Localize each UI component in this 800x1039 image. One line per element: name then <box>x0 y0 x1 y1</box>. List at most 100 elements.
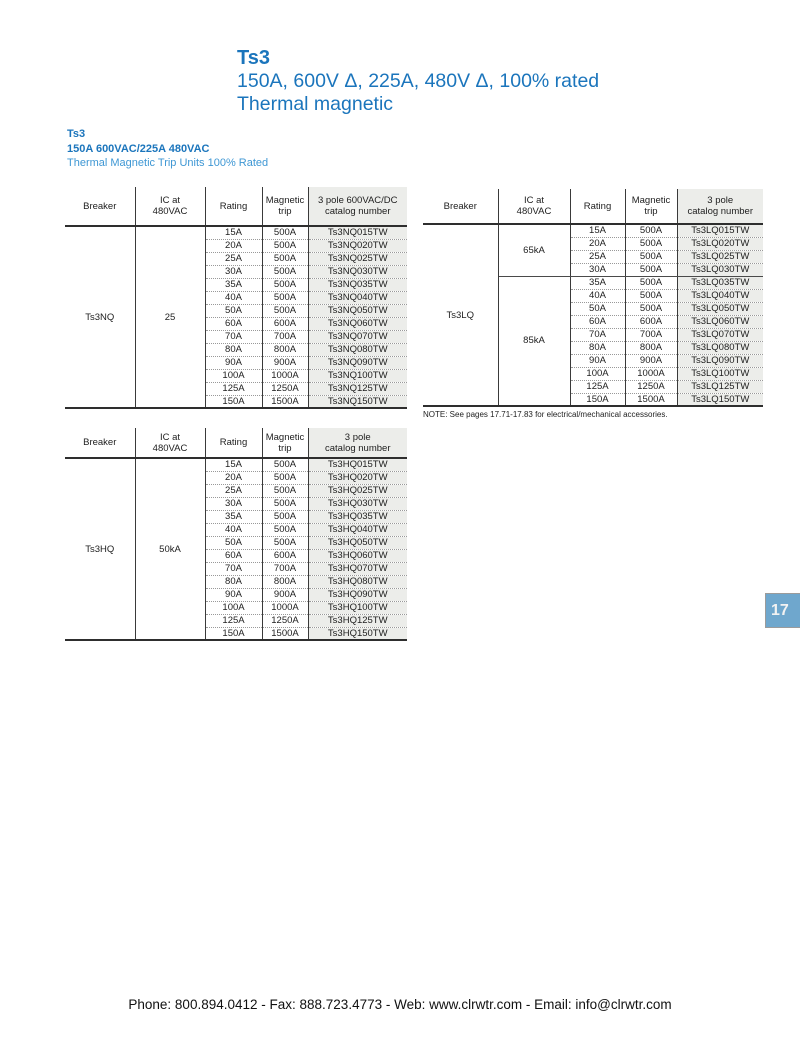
rating-cell: 70A <box>570 328 626 342</box>
rating-cell: 70A <box>205 330 263 344</box>
ts3nq-table-container: Breaker IC at 480VAC Rating Magnetic trip 3 … <box>65 187 407 409</box>
magnetic-trip-cell: 800A <box>262 343 309 357</box>
rating-cell: 150A <box>205 627 263 640</box>
catalog-number-cell: Ts3HQ020TW <box>308 471 407 485</box>
spec-table-ts3hq: Breaker IC at 480VAC Rating Magnetic trip 3 … <box>65 428 407 641</box>
catalog-number-cell: Ts3HQ150TW <box>308 627 407 640</box>
page-number-tab: 17 <box>765 593 800 628</box>
page-subtitle-type: Thermal magnetic <box>237 93 394 115</box>
rating-cell: 100A <box>570 367 626 381</box>
rating-cell: 100A <box>205 369 263 383</box>
magnetic-trip-cell: 500A <box>262 291 309 305</box>
table-row: 25A 500A Ts3HQ025TW <box>65 484 407 498</box>
catalog-number-cell: Ts3NQ020TW <box>308 239 407 253</box>
magnetic-trip-cell: 500A <box>262 536 309 550</box>
spec-table-ts3nq: Breaker IC at 480VAC Rating Magnetic trip 3 … <box>65 187 407 409</box>
table-row: 80A 800A Ts3LQ080TW <box>423 341 763 355</box>
table-row: 150A 1500A Ts3HQ150TW <box>65 627 407 640</box>
rating-cell: 25A <box>205 484 263 498</box>
rating-cell: 50A <box>205 536 263 550</box>
page-title: Ts3 <box>237 47 270 69</box>
ic-rating-cell: 65kA <box>498 224 571 277</box>
table-row: 125A 1250A Ts3HQ125TW <box>65 614 407 628</box>
rating-cell: 90A <box>205 588 263 602</box>
rating-cell: 60A <box>205 549 263 563</box>
rating-cell: 80A <box>205 575 263 589</box>
rating-cell: 60A <box>205 317 263 331</box>
catalog-number-cell: Ts3HQ050TW <box>308 536 407 550</box>
magnetic-trip-cell: 500A <box>262 484 309 498</box>
table-row: 50A 500A Ts3LQ050TW <box>423 302 763 316</box>
rating-cell: 100A <box>205 601 263 615</box>
magnetic-trip-cell: 500A <box>262 252 309 266</box>
document-title-block: Ts3 150A, 600V Δ, 225A, 480V Δ, 100% rat… <box>237 47 599 116</box>
catalog-number-cell: Ts3HQ015TW <box>308 458 407 472</box>
table-row: 35A 500A Ts3NQ035TW <box>65 278 407 292</box>
magnetic-trip-cell: 500A <box>262 458 309 472</box>
catalog-number-cell: Ts3NQ090TW <box>308 356 407 370</box>
column-header-ic-at-480vac: IC at 480VAC <box>498 189 571 225</box>
magnetic-trip-cell: 700A <box>625 328 678 342</box>
magnetic-trip-cell: 900A <box>262 356 309 370</box>
catalog-number-cell: Ts3NQ040TW <box>308 291 407 305</box>
table-row: 30A 500A Ts3LQ030TW <box>423 263 763 277</box>
magnetic-trip-cell: 1250A <box>262 382 309 396</box>
table-row: 60A 600A Ts3HQ060TW <box>65 549 407 563</box>
magnetic-trip-cell: 500A <box>262 510 309 524</box>
table-row: 35A 500A Ts3HQ035TW <box>65 510 407 524</box>
column-header-rating: Rating <box>205 428 263 459</box>
catalog-number-cell: Ts3HQ035TW <box>308 510 407 524</box>
catalog-number-cell: Ts3LQ025TW <box>677 250 763 264</box>
table-row: 70A 700A Ts3LQ070TW <box>423 328 763 342</box>
rating-cell: 80A <box>205 343 263 357</box>
table-row: 150A 1500A Ts3NQ150TW <box>65 395 407 408</box>
rating-cell: 30A <box>570 263 626 277</box>
magnetic-trip-cell: 1500A <box>262 395 309 408</box>
table-row: Ts3NQ 25 15A 500A Ts3NQ015TW <box>65 226 407 408</box>
magnetic-trip-cell: 500A <box>625 224 678 238</box>
column-header-rating: Rating <box>570 189 626 225</box>
catalog-number-cell: Ts3LQ080TW <box>677 341 763 355</box>
rating-cell: 50A <box>570 302 626 316</box>
magnetic-trip-cell: 700A <box>262 330 309 344</box>
rating-cell: 80A <box>570 341 626 355</box>
rating-cell: 125A <box>570 380 626 394</box>
catalog-number-cell: Ts3LQ100TW <box>677 367 763 381</box>
catalog-number-cell: Ts3LQ015TW <box>677 224 763 238</box>
rating-cell: 20A <box>205 239 263 253</box>
breaker-name-cell: Ts3HQ <box>65 458 136 640</box>
rating-cell: 40A <box>205 523 263 537</box>
table-row: 90A 900A Ts3HQ090TW <box>65 588 407 602</box>
column-header-catalog-number: 3 pole catalog number <box>308 428 407 459</box>
magnetic-trip-cell: 500A <box>262 278 309 292</box>
magnetic-trip-cell: 500A <box>625 250 678 264</box>
column-header-magnetic-trip: Magnetic trip <box>625 189 678 225</box>
ic-rating-cell: 85kA <box>498 276 571 406</box>
catalog-number-cell: Ts3HQ040TW <box>308 523 407 537</box>
table-row: 100A 1000A Ts3HQ100TW <box>65 601 407 615</box>
magnetic-trip-cell: 500A <box>262 239 309 253</box>
magnetic-trip-cell: 500A <box>625 302 678 316</box>
column-header-ic-at-480vac: IC at 480VAC <box>135 428 206 459</box>
catalog-number-cell: Ts3NQ060TW <box>308 317 407 331</box>
table-row: 50A 500A Ts3HQ050TW <box>65 536 407 550</box>
rating-cell: 60A <box>570 315 626 329</box>
rating-cell: 30A <box>205 497 263 511</box>
table-row: 70A 700A Ts3NQ070TW <box>65 330 407 344</box>
magnetic-trip-cell: 900A <box>625 354 678 368</box>
column-header-breaker: Breaker <box>65 187 136 227</box>
magnetic-trip-cell: 600A <box>262 317 309 331</box>
table-row: 25A 500A Ts3LQ025TW <box>423 250 763 264</box>
table-row: 125A 1250A Ts3LQ125TW <box>423 380 763 394</box>
catalog-number-cell: Ts3LQ050TW <box>677 302 763 316</box>
catalog-number-cell: Ts3NQ015TW <box>308 226 407 240</box>
rating-cell: 25A <box>570 250 626 264</box>
catalog-number-cell: Ts3LQ020TW <box>677 237 763 251</box>
magnetic-trip-cell: 800A <box>625 341 678 355</box>
spec-table-ts3lq: Breaker IC at 480VAC Rating Magnetic trip 3 … <box>423 189 763 407</box>
magnetic-trip-cell: 1250A <box>262 614 309 628</box>
table-row: 70A 700A Ts3HQ070TW <box>65 562 407 576</box>
magnetic-trip-cell: 500A <box>625 263 678 277</box>
rating-cell: 20A <box>570 237 626 251</box>
table-row: 150A 1500A Ts3LQ150TW <box>423 393 763 406</box>
